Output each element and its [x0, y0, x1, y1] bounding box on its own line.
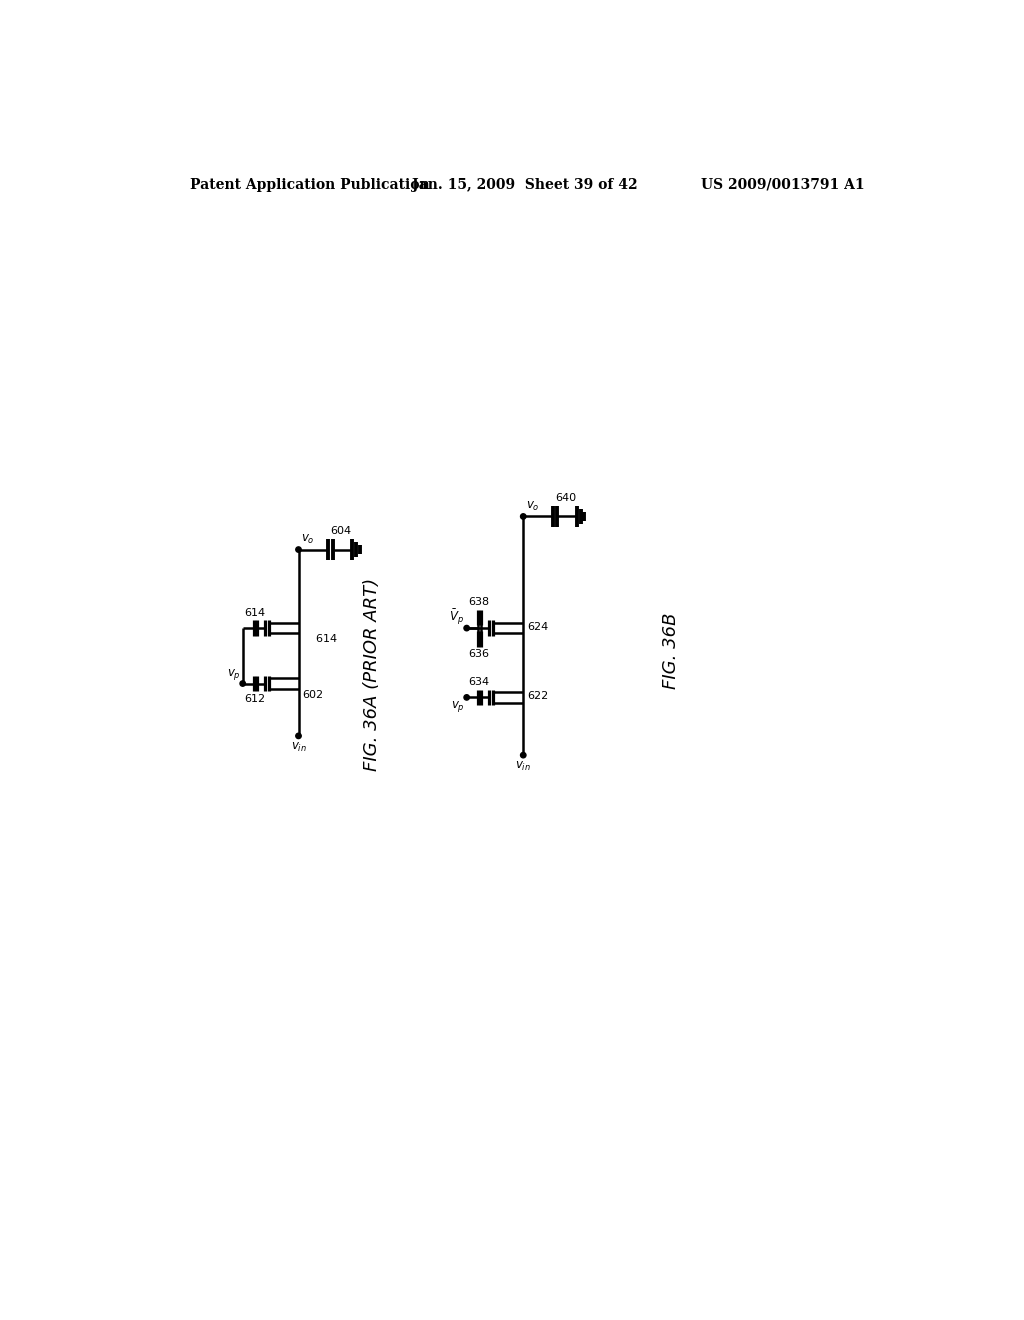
Circle shape [296, 733, 301, 739]
Text: FIG. 36B: FIG. 36B [662, 612, 680, 689]
Text: 638: 638 [469, 598, 489, 607]
Text: 614: 614 [245, 609, 265, 618]
Text: Patent Application Publication: Patent Application Publication [190, 178, 430, 191]
Text: US 2009/0013791 A1: US 2009/0013791 A1 [700, 178, 864, 191]
Text: $v_o$: $v_o$ [525, 499, 540, 512]
Circle shape [296, 546, 301, 552]
Text: 612: 612 [245, 693, 265, 704]
Text: $v_p$: $v_p$ [451, 700, 464, 714]
Text: FIG. 36A (PRIOR ART): FIG. 36A (PRIOR ART) [364, 578, 381, 771]
Text: $v_o$: $v_o$ [301, 532, 314, 545]
Text: 636: 636 [469, 649, 489, 659]
Text: 624: 624 [527, 622, 549, 631]
Circle shape [464, 694, 469, 700]
Text: 602: 602 [302, 689, 324, 700]
Text: Jan. 15, 2009  Sheet 39 of 42: Jan. 15, 2009 Sheet 39 of 42 [412, 178, 638, 191]
Text: 614: 614 [302, 635, 338, 644]
Circle shape [464, 626, 469, 631]
Text: 634: 634 [469, 677, 489, 688]
Text: 622: 622 [527, 690, 549, 701]
Circle shape [520, 752, 526, 758]
Text: 640: 640 [555, 492, 577, 503]
Text: 604: 604 [331, 525, 351, 536]
Text: $v_p$: $v_p$ [226, 667, 241, 682]
Text: $\bar{V}_p$: $\bar{V}_p$ [450, 607, 464, 627]
Circle shape [240, 681, 246, 686]
Text: $v_{in}$: $v_{in}$ [291, 741, 306, 754]
Text: $v_{in}$: $v_{in}$ [515, 760, 531, 774]
Circle shape [520, 513, 526, 519]
